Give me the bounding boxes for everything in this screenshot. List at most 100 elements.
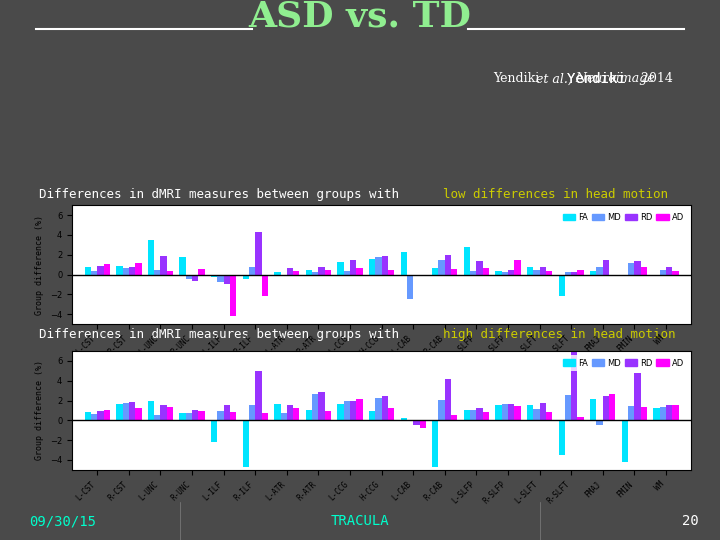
Bar [199,268,204,274]
Bar [413,274,420,276]
Bar [343,401,350,420]
Text: 2014: 2014 [637,72,673,85]
Bar [495,406,502,420]
Bar [603,395,609,420]
Bar [407,420,413,421]
Bar [318,267,325,274]
Bar [672,406,678,420]
Bar [590,399,596,420]
Text: low differences in head motion: low differences in head motion [443,188,668,201]
Bar [255,371,261,420]
Bar [603,260,609,274]
Bar [609,394,616,420]
Bar [400,418,407,420]
Bar [375,397,382,420]
Bar [224,406,230,420]
Bar [211,420,217,442]
Bar [230,274,236,316]
Text: TRACULA: TRACULA [330,514,390,528]
Bar [464,247,470,274]
Bar [224,274,230,285]
Bar [249,406,255,420]
Bar [186,414,192,420]
Bar [369,411,375,420]
Text: Neuroimage: Neuroimage [572,72,655,85]
Bar [653,408,660,420]
Bar [477,261,482,274]
Bar [590,271,596,274]
Bar [116,404,122,420]
Bar [666,406,672,420]
Bar [534,269,539,274]
Bar [287,267,293,274]
Bar [539,403,546,420]
Bar [318,392,325,420]
Text: Yendiki: Yendiki [493,72,544,85]
Bar [350,260,356,274]
Bar [338,404,343,420]
Bar [438,260,445,274]
Bar [306,269,312,274]
Text: et al.,: et al., [536,72,572,85]
Bar [546,413,552,420]
Bar [287,406,293,420]
Bar [546,271,552,274]
Bar [508,269,514,274]
Bar [445,255,451,274]
Bar [167,407,173,420]
Bar [628,262,634,274]
Bar [482,267,489,274]
Bar [325,411,331,420]
Bar [116,266,122,274]
Bar [388,269,395,274]
Y-axis label: Group difference (%): Group difference (%) [35,214,45,315]
Bar [249,267,255,274]
Text: 09/30/15: 09/30/15 [29,514,96,528]
Bar [596,267,603,274]
Bar [306,410,312,420]
Bar [470,410,477,420]
Bar [261,414,268,420]
Bar [388,408,395,420]
Bar [495,271,502,274]
Bar [122,267,129,274]
Bar [129,267,135,274]
Bar [167,271,173,274]
Bar [666,267,672,274]
Bar [97,266,104,274]
Bar [641,267,647,274]
Bar [91,414,97,420]
Bar [217,274,224,282]
Bar [104,410,110,420]
Bar [508,404,514,420]
Bar [400,252,407,274]
Bar [559,274,564,296]
Bar [438,400,445,420]
Bar [154,415,161,420]
Bar [154,269,161,274]
Bar [660,407,666,420]
Text: Differences in dMRI measures between groups with: Differences in dMRI measures between gro… [39,328,406,341]
Bar [660,269,666,274]
Bar [211,274,217,278]
Bar [274,404,281,420]
Bar [621,420,628,462]
Text: ASD vs. TD: ASD vs. TD [248,0,472,33]
Bar [122,403,129,420]
Bar [445,379,451,420]
Bar [628,407,634,420]
Bar [135,408,142,420]
Bar [274,272,281,274]
Bar [161,255,167,274]
Bar [464,410,470,420]
Bar [451,415,457,420]
Bar [255,232,261,274]
Bar [85,267,91,274]
Bar [502,404,508,420]
Bar [420,420,426,428]
Bar [407,274,413,299]
Y-axis label: Group difference (%): Group difference (%) [35,360,45,461]
Bar [539,267,546,274]
Bar [470,271,477,274]
Bar [356,399,363,420]
